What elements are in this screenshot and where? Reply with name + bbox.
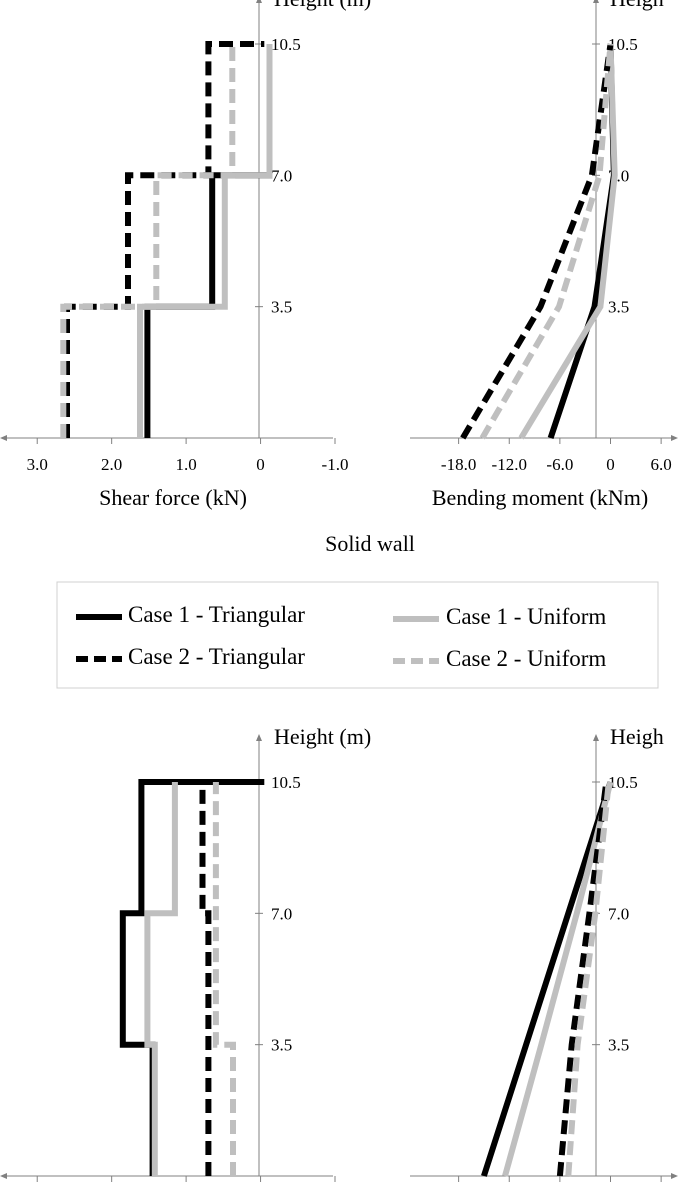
- series-case-2-triangular: [199, 782, 212, 1176]
- x-axis-title: Bending moment (kNm): [432, 485, 648, 510]
- y-tick-label: 7.0: [271, 166, 292, 185]
- y-tick-label: 3.5: [271, 298, 292, 317]
- legend-label-case1-triangular: Case 1 - Triangular: [128, 602, 305, 627]
- x-axis-arrow: [671, 435, 678, 441]
- legend: Case 1 - Triangular Case 1 - Uniform Cas…: [56, 581, 659, 689]
- y-axis-title: Height (m): [274, 0, 371, 11]
- x-tick-label: 2.0: [101, 455, 122, 474]
- x-tick-label: 1.0: [175, 455, 196, 474]
- series-case-1-triangular: [144, 44, 273, 438]
- series-case-2-triangular: [556, 781, 610, 1177]
- x-axis-title: Shear force (kN): [99, 485, 247, 510]
- y-tick-label: 3.5: [271, 1036, 292, 1055]
- x-tick-label: -12.0: [492, 455, 527, 474]
- y-tick-label: 3.5: [608, 1036, 629, 1055]
- y-axis-title: Heigh: [610, 724, 664, 749]
- y-axis-arrow: [593, 734, 599, 741]
- legend-label-case2-triangular: Case 2 - Triangular: [128, 644, 305, 669]
- series-case-2-triangular: [460, 43, 614, 440]
- x-tick-label: 6.0: [651, 455, 672, 474]
- series-case-2-uniform: [565, 781, 612, 1177]
- y-axis-title: Height (m): [274, 724, 371, 749]
- chart-bottom-right: Heigh 3.5 7.0 10.5: [410, 724, 678, 1182]
- y-axis-arrow: [256, 0, 262, 3]
- x-tick-label: 0: [256, 455, 265, 474]
- y-tick-label: 10.5: [271, 35, 301, 54]
- figure-caption: Solid wall: [325, 531, 415, 556]
- y-tick-label: 10.5: [608, 773, 638, 792]
- y-axis-arrow: [593, 0, 599, 3]
- legend-label-case2-uniform: Case 2 - Uniform: [446, 646, 606, 671]
- x-tick-label: 0: [606, 455, 615, 474]
- series-case-1-uniform: [137, 44, 273, 438]
- y-tick-label: 10.5: [271, 773, 301, 792]
- y-axis-arrow: [256, 734, 262, 741]
- x-axis-arrow: [0, 1173, 7, 1179]
- series-case-1-triangular: [481, 781, 614, 1177]
- x-tick-label: -18.0: [441, 455, 476, 474]
- series-case-1-triangular: [119, 779, 265, 1176]
- series-case-2-uniform: [479, 43, 614, 440]
- chart-top-left: Height (m) 3.0 2.0 1.0 0 -1.0 Shear force (kN)…: [0, 0, 371, 510]
- x-tick-label: -6.0: [546, 455, 573, 474]
- series-case-1-uniform: [518, 43, 618, 440]
- series-case-2-triangular: [64, 41, 265, 438]
- series-case-2-uniform: [212, 782, 236, 1176]
- x-axis-arrow: [671, 1173, 678, 1179]
- y-tick-label: 7.0: [271, 904, 292, 923]
- y-tick-label: 10.5: [608, 35, 638, 54]
- chart-bottom-left: Height (m) 3.5 7.0 10.5: [0, 724, 371, 1182]
- series-case-2-uniform: [60, 44, 236, 438]
- y-axis-title: Heigh: [610, 0, 664, 11]
- x-axis-arrow: [0, 435, 7, 441]
- series-case-1-uniform: [502, 781, 614, 1177]
- legend-label-case1-uniform: Case 1 - Uniform: [446, 604, 606, 629]
- y-tick-label: 3.5: [608, 298, 629, 317]
- series-case-1-uniform: [144, 782, 178, 1176]
- legend-box: [56, 581, 659, 689]
- x-tick-label: -1.0: [322, 455, 349, 474]
- x-tick-label: 3.0: [27, 455, 48, 474]
- y-tick-label: 7.0: [608, 904, 629, 923]
